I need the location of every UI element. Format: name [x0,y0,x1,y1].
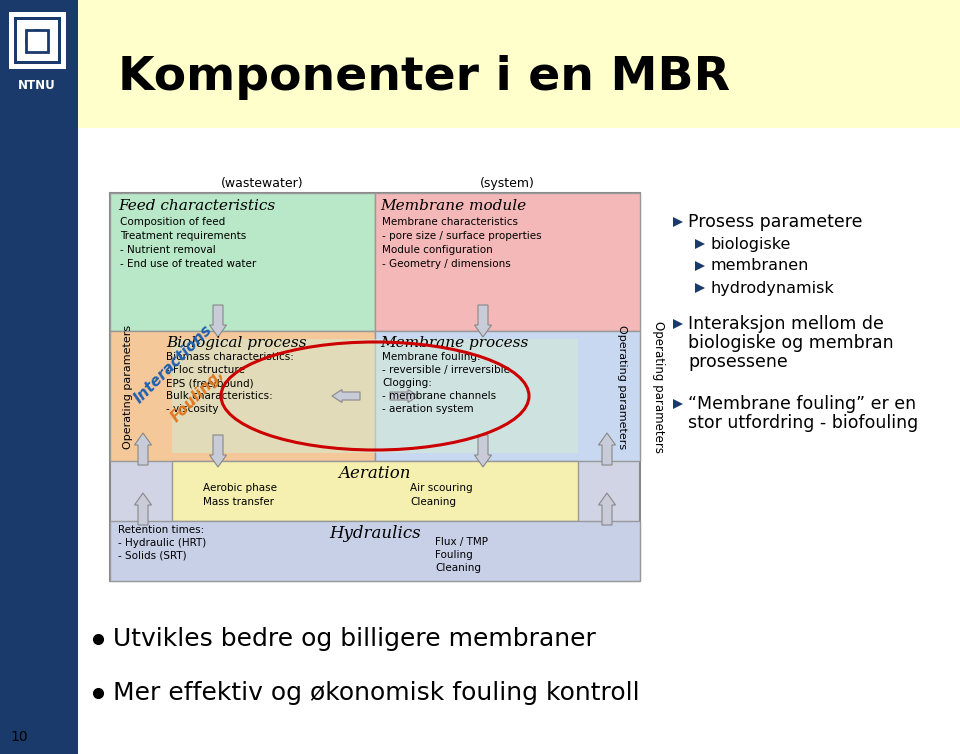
Polygon shape [695,261,705,271]
Bar [375,331,640,461]
Text: - Hydraulic (HRT): - Hydraulic (HRT) [118,538,206,548]
FancyArrow shape [134,493,152,525]
FancyArrow shape [390,390,418,403]
Text: biologiske: biologiske [710,237,790,252]
Text: Air scouring: Air scouring [410,483,472,493]
Text: Mass transfer: Mass transfer [203,497,274,507]
Bar [0,0,78,754]
Text: hydrodynamisk: hydrodynamisk [710,280,833,296]
Polygon shape [673,217,683,227]
Text: Retention times:: Retention times: [118,525,204,535]
Text: Komponenter i en MBR: Komponenter i en MBR [118,56,731,100]
Text: Cleaning: Cleaning [435,563,481,573]
Text: Membrane module: Membrane module [380,199,526,213]
Text: Prosess parametere: Prosess parametere [688,213,862,231]
Text: Operating parameters: Operating parameters [652,321,664,453]
FancyArrow shape [474,435,492,467]
Text: - Floc structure: - Floc structure [166,365,245,375]
Bar [110,331,375,461]
Polygon shape [695,283,705,293]
Text: Clogging:: Clogging: [382,378,432,388]
Text: - Solids (SRT): - Solids (SRT) [118,551,186,561]
Text: Biomass characteristics:: Biomass characteristics: [166,352,294,362]
FancyArrow shape [209,435,227,467]
Text: Membrane characteristics: Membrane characteristics [382,217,518,227]
Polygon shape [673,319,683,329]
Text: Treatment requirements: Treatment requirements [120,231,247,241]
Text: NTNU: NTNU [18,79,56,92]
Text: Operating parameters: Operating parameters [617,325,627,449]
Text: - viscosity: - viscosity [166,404,219,414]
Bar [110,193,640,581]
Text: - Nutrient removal: - Nutrient removal [120,245,216,255]
FancyArrow shape [134,433,152,465]
Text: Fouling: Fouling [435,550,472,560]
Text: Bulk characteristics:: Bulk characteristics: [166,391,273,401]
Bar [110,193,375,331]
FancyArrow shape [598,493,615,525]
Bar [110,521,640,581]
Text: Mer effektiv og økonomisk fouling kontroll: Mer effektiv og økonomisk fouling kontro… [113,681,639,705]
Polygon shape [695,239,705,249]
Text: Utvikles bedre og billigere membraner: Utvikles bedre og billigere membraner [113,627,596,651]
Text: - pore size / surface properties: - pore size / surface properties [382,231,541,241]
Text: - Geometry / dimensions: - Geometry / dimensions [382,259,511,269]
Text: biologiske og membran: biologiske og membran [688,334,894,352]
Bar [14,17,61,64]
Text: Aerobic phase: Aerobic phase [203,483,277,493]
Polygon shape [673,399,683,409]
Bar [375,193,640,331]
Bar [26,30,48,52]
FancyArrow shape [474,305,492,337]
Text: 10: 10 [10,730,28,744]
Text: - aeration system: - aeration system [382,404,473,414]
Circle shape [23,27,51,55]
FancyArrow shape [209,305,227,337]
FancyArrow shape [598,433,615,465]
Text: Feed characteristics: Feed characteristics [118,199,276,213]
Text: Interactions: Interactions [131,322,215,406]
Text: - reversible / irreversible: - reversible / irreversible [382,365,510,375]
Text: membranen: membranen [710,259,808,274]
Text: (system): (system) [480,177,535,190]
Text: Fouling,: Fouling, [168,366,228,425]
Text: Aeration: Aeration [339,465,411,482]
Text: (wastewater): (wastewater) [221,177,303,190]
Bar [9,12,66,69]
Text: stor utfordring - biofouling: stor utfordring - biofouling [688,414,919,432]
Text: Cleaning: Cleaning [410,497,456,507]
Text: prosessene: prosessene [688,353,788,371]
Text: Composition of feed: Composition of feed [120,217,226,227]
Text: Flux / TMP: Flux / TMP [435,537,488,547]
Text: - membrane channels: - membrane channels [382,391,496,401]
Text: “Membrane fouling” er en: “Membrane fouling” er en [688,395,916,413]
Bar [172,461,578,521]
Text: EPS (free/bound): EPS (free/bound) [166,378,253,388]
Text: Operating parameters: Operating parameters [123,325,133,449]
Text: Module configuration: Module configuration [382,245,492,255]
Bar [172,339,578,453]
Text: Interaksjon mellom de: Interaksjon mellom de [688,315,884,333]
Text: Biological process: Biological process [166,336,306,350]
Bar [17,20,58,61]
Text: Hydraulics: Hydraulics [329,525,420,542]
Bar [78,0,960,128]
Text: Membrane fouling:: Membrane fouling: [382,352,481,362]
Text: - End use of treated water: - End use of treated water [120,259,256,269]
Text: Membrane process: Membrane process [380,336,528,350]
FancyArrow shape [332,390,360,403]
